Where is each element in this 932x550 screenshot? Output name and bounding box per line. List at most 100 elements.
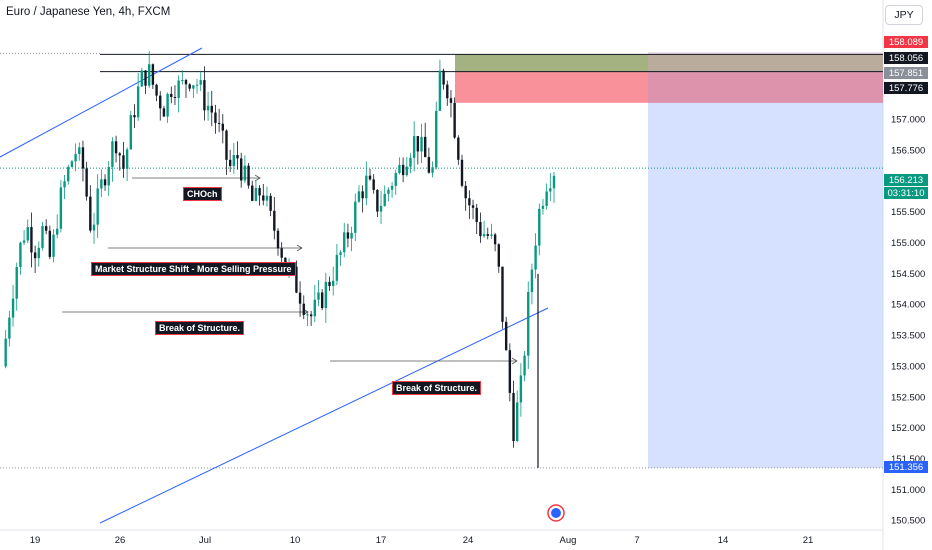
candle-body xyxy=(144,70,147,86)
candle-body xyxy=(541,205,545,209)
y-tick-label: 155.000 xyxy=(891,238,925,249)
y-tick-label: 152.500 xyxy=(891,392,925,403)
candle-body xyxy=(170,93,173,97)
candle-body xyxy=(420,136,423,152)
y-tick-label: 154.000 xyxy=(891,300,925,311)
candle-body xyxy=(383,193,386,206)
x-tick-label: 26 xyxy=(115,535,126,546)
candle-body xyxy=(339,252,342,255)
candle-body xyxy=(538,208,541,246)
candle-body xyxy=(335,254,339,281)
candle-body xyxy=(457,137,460,160)
candle-body xyxy=(435,110,438,168)
price-tag-level: 157.776 xyxy=(884,82,928,94)
candle-body xyxy=(37,247,40,259)
price-tag-stop: 158.089 xyxy=(884,36,928,48)
candle-body xyxy=(107,167,110,186)
symbol-title: Euro / Japanese Yen, 4h, FXCM xyxy=(6,6,171,18)
price-tag-zone: 157.851 xyxy=(884,67,928,79)
candle-body xyxy=(354,201,357,233)
x-tick-label: Jul xyxy=(199,535,211,546)
candle-body xyxy=(92,224,96,231)
candle-body xyxy=(67,166,70,182)
candle-body xyxy=(401,164,405,176)
candle-body xyxy=(379,205,383,212)
candle-body xyxy=(217,122,221,124)
candle-body xyxy=(317,292,320,300)
annotation-mss: Market Structure Shift - More Selling Pr… xyxy=(91,262,296,276)
candle-body xyxy=(181,79,184,81)
candle-body xyxy=(44,226,48,231)
candle-body xyxy=(390,185,394,190)
candle-body xyxy=(460,159,464,186)
candle-body xyxy=(140,70,144,87)
x-tick-label: 17 xyxy=(376,535,387,546)
candle-body xyxy=(464,185,467,199)
candle-body xyxy=(427,157,431,173)
arrow-mss-head xyxy=(296,244,303,252)
candle-body xyxy=(302,303,305,315)
candle-body xyxy=(184,79,188,85)
candle-body xyxy=(320,292,324,309)
candle-body xyxy=(15,267,18,299)
y-tick-label: 154.500 xyxy=(891,269,925,280)
candle-body xyxy=(527,292,530,356)
candle-body xyxy=(192,85,195,89)
candle-body xyxy=(372,179,375,190)
candle-body xyxy=(162,108,166,117)
annotation-bos-2: Break of Structure. xyxy=(392,381,482,395)
candle-body xyxy=(70,161,74,167)
candle-body xyxy=(394,173,397,186)
candle-body xyxy=(438,70,442,111)
candle-body xyxy=(350,232,353,239)
candle-body xyxy=(8,317,11,339)
candle-body xyxy=(221,123,224,131)
y-tick-label: 155.500 xyxy=(891,207,925,218)
candle-body xyxy=(177,80,180,99)
candle-body xyxy=(313,299,316,317)
candle-body xyxy=(387,189,390,194)
supply-zone xyxy=(455,54,883,72)
candle-body xyxy=(114,141,118,154)
candle-body xyxy=(89,196,92,231)
candle-body xyxy=(100,179,103,189)
candle-body xyxy=(74,154,77,162)
candle-body xyxy=(449,98,453,103)
event-flag-icon xyxy=(551,508,561,518)
price-tag-countdown: 03:31:10 xyxy=(884,187,928,199)
x-tick-label: 19 xyxy=(30,535,41,546)
candle-body xyxy=(232,155,236,167)
candle-body xyxy=(151,64,155,85)
candle-body xyxy=(368,175,372,180)
currency-selector[interactable]: JPY xyxy=(885,5,923,25)
annotation-bos-1: Break of Structure. xyxy=(155,321,245,335)
candle-body xyxy=(280,248,283,258)
candle-body xyxy=(26,227,29,241)
candle-body xyxy=(103,179,107,186)
candle-body xyxy=(41,226,44,248)
candle-body xyxy=(129,115,132,150)
candle-body xyxy=(148,64,151,86)
candle-body xyxy=(48,230,52,257)
candle-body xyxy=(188,84,191,89)
candle-body xyxy=(59,187,63,229)
candle-body xyxy=(251,185,254,201)
arrow-bos-2-head xyxy=(511,357,518,365)
candle-body xyxy=(409,157,412,167)
y-tick-label: 151.500 xyxy=(891,454,925,465)
candle-body xyxy=(343,232,346,253)
candle-body xyxy=(365,175,368,199)
candle-body xyxy=(247,165,250,186)
candle-body xyxy=(468,198,471,206)
x-tick-label: 21 xyxy=(803,535,814,546)
stop-zone xyxy=(455,71,883,103)
candle-body xyxy=(490,234,493,236)
candle-body xyxy=(52,234,55,257)
candle-body xyxy=(501,266,504,322)
candle-body xyxy=(512,392,515,441)
annotation-choch: CHOch xyxy=(183,187,222,201)
candle-body xyxy=(549,188,552,192)
candle-body xyxy=(265,195,269,201)
candle-body xyxy=(545,191,548,206)
